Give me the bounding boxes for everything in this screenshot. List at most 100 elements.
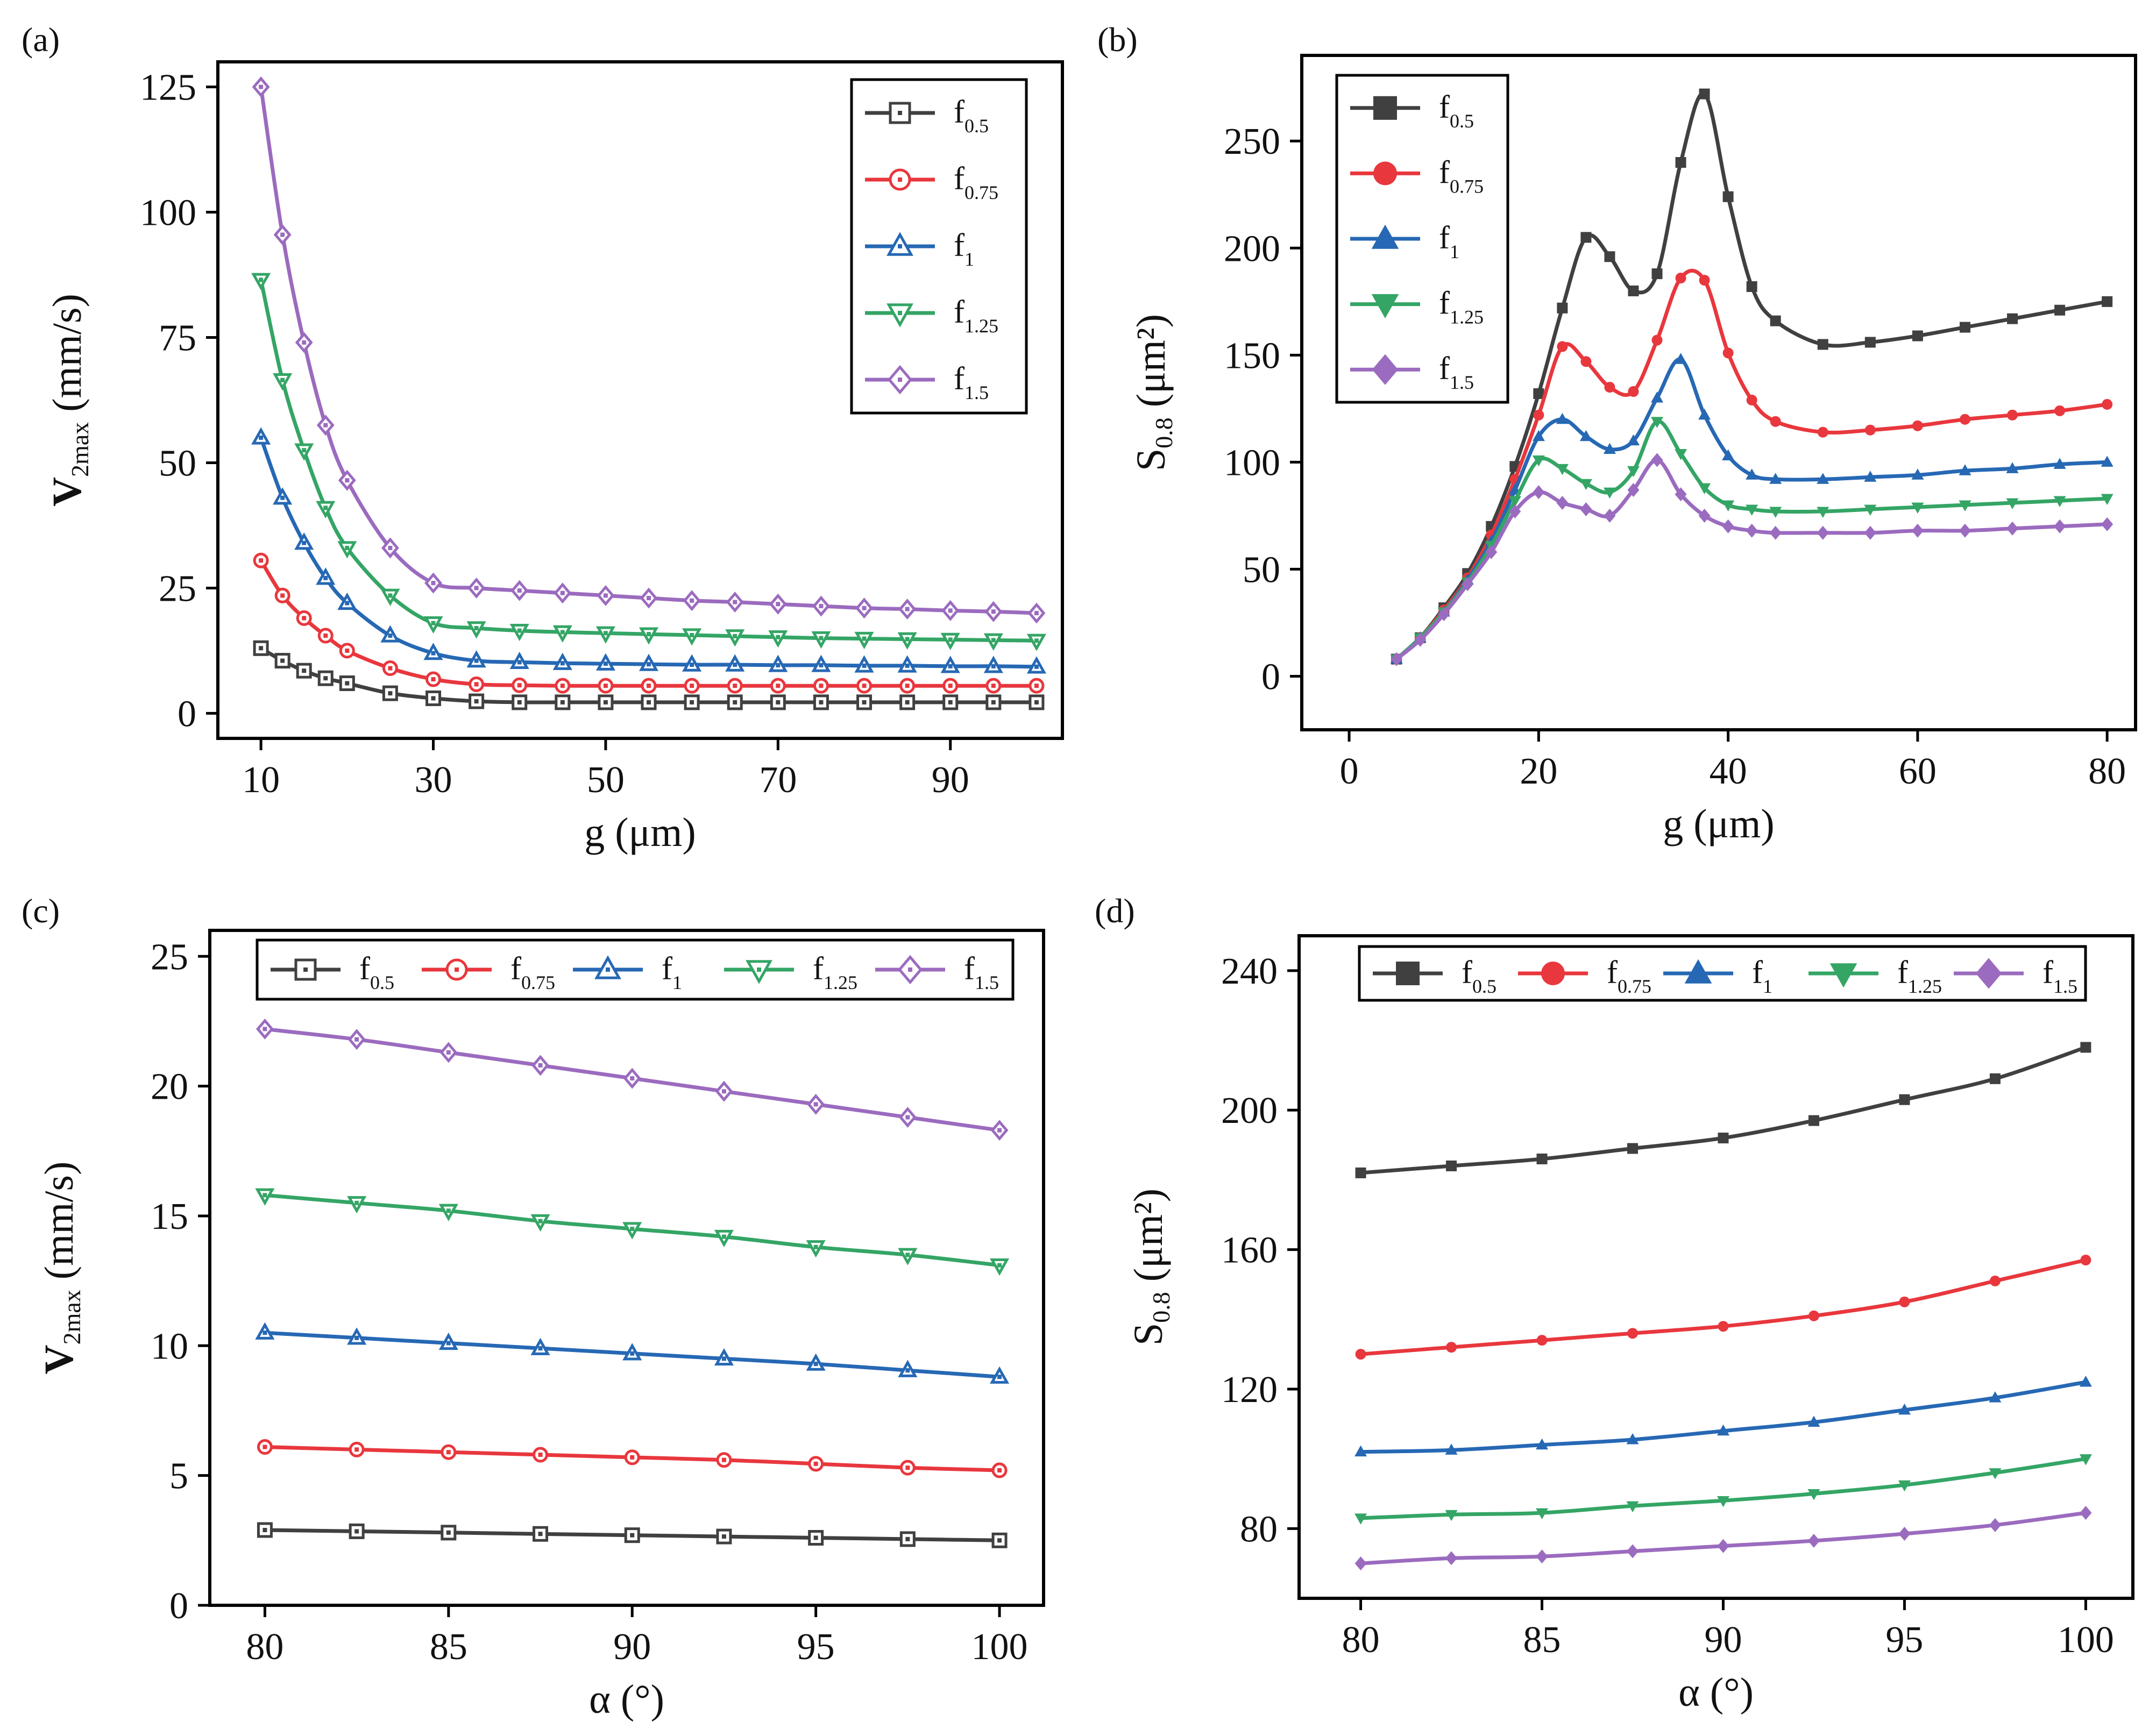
data-point-f0.5-center-dot bbox=[474, 699, 479, 704]
legend-swatch-marker bbox=[1829, 963, 1857, 988]
data-point-f1-center-dot bbox=[862, 663, 867, 668]
data-point-f1.5-center-dot bbox=[263, 1027, 267, 1031]
data-point-f0.5-center-dot bbox=[323, 676, 328, 681]
series-markers-f1.5 bbox=[252, 76, 1046, 624]
data-point-f1.25-center-dot bbox=[905, 1253, 910, 1257]
data-point-f1.5 bbox=[1627, 483, 1640, 497]
legend-label: f1 bbox=[1439, 220, 1459, 262]
data-point-f1 bbox=[1626, 1433, 1639, 1445]
legend-label: f1.5 bbox=[964, 951, 999, 993]
data-point-f0.75-center-dot bbox=[997, 1468, 1002, 1472]
data-point-f1.25-center-dot bbox=[813, 1244, 818, 1249]
data-point-f0.75 bbox=[1627, 1328, 1638, 1339]
y-axis-label-unit: (μm²) bbox=[1126, 1189, 1171, 1292]
y-axis-label-subscript: 2max bbox=[58, 1290, 86, 1344]
data-point-f0.75-center-dot bbox=[776, 684, 781, 688]
data-point-f0.5-center-dot bbox=[776, 700, 781, 705]
data-point-f0.75-center-dot bbox=[603, 684, 608, 688]
data-point-f0.5 bbox=[1817, 339, 1828, 350]
data-point-f0.5 bbox=[1718, 1133, 1729, 1144]
x-tick-label: 80 bbox=[2088, 751, 2126, 792]
data-point-f1.5-center-dot bbox=[603, 593, 608, 598]
data-point-f1.5 bbox=[1445, 1551, 1458, 1566]
y-tick-label: 120 bbox=[1221, 1369, 1278, 1411]
legend-swatch-marker bbox=[1541, 962, 1565, 985]
legend-label: f1 bbox=[662, 951, 682, 993]
data-point-f0.5-center-dot bbox=[819, 700, 824, 705]
legend-label-base: f bbox=[813, 951, 824, 986]
legend-item-f0.5: f0.5 bbox=[865, 94, 989, 137]
data-point-f0.5 bbox=[1355, 1167, 1366, 1178]
plot-frame bbox=[216, 60, 1064, 740]
data-point-f0.5-center-dot bbox=[721, 1534, 726, 1539]
legend-label: f0.75 bbox=[954, 161, 998, 203]
panel-label: (a) bbox=[22, 20, 60, 59]
axis-ticks: 10 30 50 70 90 0 25 50 75 100 125 bbox=[140, 67, 969, 801]
data-point-f0.75 bbox=[1864, 424, 1876, 436]
data-point-f0.75-center-dot bbox=[560, 684, 565, 688]
y-tick-label: 200 bbox=[1224, 228, 1280, 269]
data-point-f1 bbox=[1717, 1424, 1729, 1436]
x-tick-label: 10 bbox=[242, 759, 280, 801]
legend-label-subscript: 1.25 bbox=[824, 972, 857, 993]
data-point-f1.5 bbox=[1580, 502, 1592, 516]
data-point-f0.5-center-dot bbox=[997, 1538, 1002, 1543]
data-point-f1.5 bbox=[1556, 496, 1569, 510]
data-point-f0.5 bbox=[1536, 1153, 1548, 1164]
legend-label: f1.5 bbox=[1439, 351, 1474, 393]
data-point-f0.75 bbox=[1446, 1342, 1457, 1353]
data-point-f0.75-center-dot bbox=[517, 683, 522, 688]
data-point-f1.5 bbox=[1722, 519, 1734, 533]
legend-label-base: f bbox=[1439, 154, 1450, 190]
data-point-f1-center-dot bbox=[813, 1362, 818, 1367]
data-point-f1.5 bbox=[1354, 1556, 1367, 1571]
data-point-f1.25 bbox=[1579, 479, 1592, 490]
data-point-f1.5-center-dot bbox=[647, 596, 651, 601]
data-point-f0.75-center-dot bbox=[630, 1455, 635, 1460]
data-point-f0.75-center-dot bbox=[388, 666, 393, 671]
legend-item-f1.5: f1.5 bbox=[865, 361, 989, 403]
chart-panel-d: (d) 80 85 90 95 100 80 120 160 200 240 α (°) S0.8 (μ… bbox=[1095, 892, 2134, 1715]
data-point-f0.75 bbox=[1536, 1335, 1548, 1346]
data-point-f0.5 bbox=[2054, 304, 2066, 316]
data-point-f1-center-dot bbox=[263, 1330, 267, 1335]
legend-label-base: f bbox=[1439, 89, 1450, 125]
data-point-f1.5 bbox=[1627, 1544, 1639, 1559]
legend-label: f0.5 bbox=[1439, 89, 1474, 132]
x-tick-label: 0 bbox=[1340, 751, 1359, 792]
data-point-f1.5-center-dot bbox=[538, 1063, 543, 1068]
y-tick-label: 0 bbox=[169, 1585, 188, 1627]
data-point-f1.5 bbox=[1959, 523, 1971, 538]
axis-ticks: 0 20 40 60 80 0 50 100 150 200 250 bbox=[1224, 121, 2126, 792]
legend-label-base: f bbox=[964, 951, 975, 986]
y-tick-label: 240 bbox=[1221, 951, 1278, 992]
data-point-f1 bbox=[1911, 468, 1924, 480]
data-point-f0.5-center-dot bbox=[388, 691, 393, 696]
data-point-f1-center-dot bbox=[345, 601, 350, 606]
data-point-f1.25 bbox=[1536, 1508, 1549, 1520]
data-point-f1.5-center-dot bbox=[905, 1115, 910, 1120]
legend-label-base: f bbox=[662, 951, 672, 986]
y-tick-label: 200 bbox=[1221, 1090, 1278, 1132]
data-point-f1.5 bbox=[1438, 607, 1450, 622]
data-point-f0.75 bbox=[1651, 335, 1663, 346]
data-point-f1.5-center-dot bbox=[302, 340, 307, 345]
data-point-f0.5 bbox=[1627, 1143, 1638, 1154]
legend-swatch-marker-center-dot bbox=[606, 967, 610, 972]
data-point-f1-center-dot bbox=[560, 661, 565, 666]
data-point-f1.25 bbox=[2079, 1454, 2092, 1465]
data-point-f1.25-center-dot bbox=[538, 1219, 543, 1223]
data-point-f0.75-center-dot bbox=[323, 633, 328, 638]
y-axis-label-main: S bbox=[1129, 449, 1174, 471]
data-point-f0.5 bbox=[425, 690, 442, 706]
data-point-f1.5 bbox=[1536, 1549, 1548, 1564]
data-point-f1-center-dot bbox=[538, 1346, 543, 1351]
data-point-f1 bbox=[1532, 430, 1545, 442]
data-point-f1.5-center-dot bbox=[905, 607, 910, 611]
data-point-f1.5 bbox=[1864, 525, 1876, 540]
legend-swatch-marker-center-dot bbox=[455, 967, 459, 972]
data-point-f0.5 bbox=[1899, 1094, 1910, 1105]
data-point-f1.5 bbox=[1717, 1539, 1729, 1553]
y-tick-label: 25 bbox=[159, 568, 196, 609]
